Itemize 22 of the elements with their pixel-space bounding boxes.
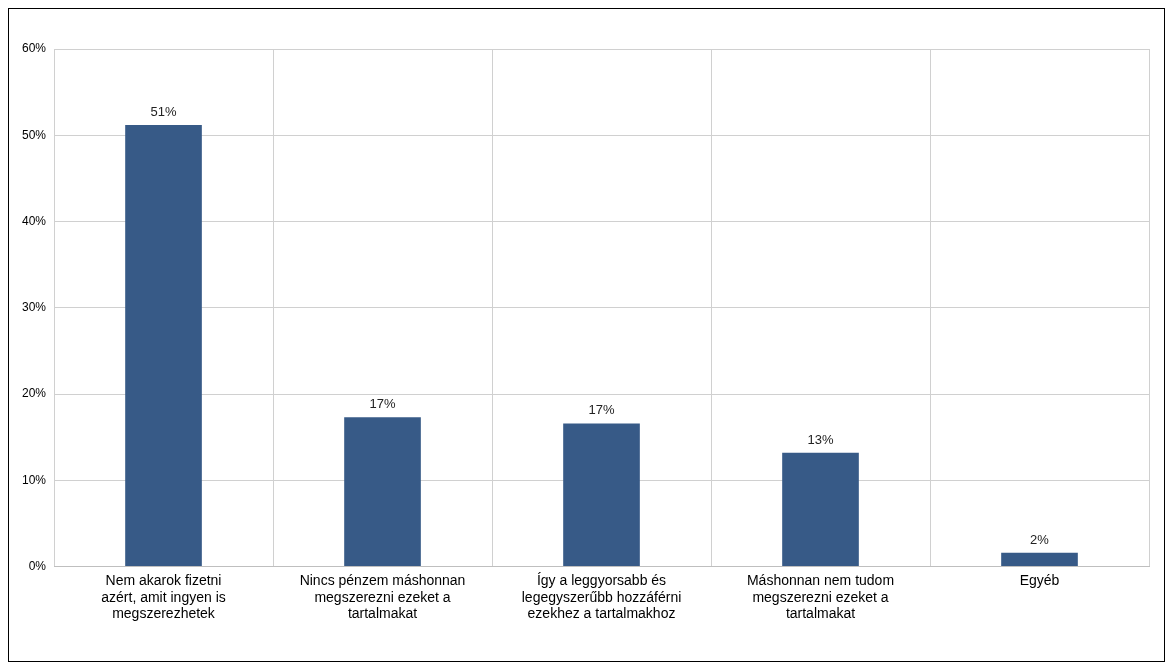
y-tick-label: 20%	[21, 386, 47, 401]
data-label: 13%	[807, 431, 834, 447]
x-tick-label: Máshonnan nem tudom megszerezni ezeket a tartalmakat	[746, 571, 895, 622]
y-tick-label: 30%	[21, 300, 47, 315]
y-tick-label: 60%	[21, 41, 47, 56]
y-tick-label: 50%	[21, 127, 47, 142]
bar	[1001, 552, 1078, 567]
data-label: 17%	[369, 396, 396, 412]
y-tick-label: 10%	[21, 472, 47, 487]
x-tick-label: Egyéb	[1019, 571, 1060, 588]
x-tick-label: Nincs pénzem máshonnan megszerezni ezeket a tartalmakat	[299, 571, 466, 622]
y-tick-label: 40%	[21, 213, 47, 228]
data-label: 51%	[150, 103, 177, 119]
x-tick-label: Így a leggyorsabb és legegyszerűbb hozzáférni ezekhez a tartalmakhoz	[521, 571, 682, 622]
bar	[563, 423, 640, 567]
x-tick-label: Nem akarok fizetni azért, amit ingyen is megszerezhetek	[101, 571, 226, 622]
bar	[125, 124, 202, 567]
data-label: 17%	[588, 402, 615, 418]
bar	[782, 452, 859, 567]
y-tick-label: 0%	[28, 558, 47, 573]
bar	[344, 417, 421, 567]
data-label: 2%	[1030, 531, 1050, 547]
